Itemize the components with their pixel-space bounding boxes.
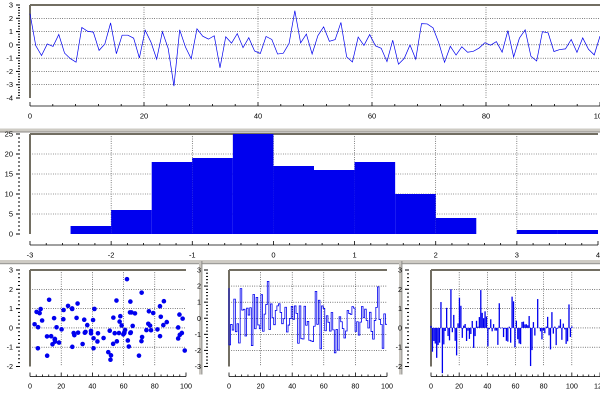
svg-text:0: 0 <box>9 230 13 239</box>
svg-text:60: 60 <box>320 382 328 391</box>
svg-text:0: 0 <box>197 314 201 323</box>
svg-text:80: 80 <box>540 382 548 391</box>
svg-text:0: 0 <box>9 323 13 332</box>
svg-text:20: 20 <box>455 382 463 391</box>
svg-text:4: 4 <box>596 251 600 260</box>
svg-text:-2: -2 <box>7 362 13 371</box>
svg-text:3: 3 <box>9 1 13 10</box>
svg-text:80: 80 <box>482 112 490 121</box>
svg-text:3: 3 <box>515 251 519 260</box>
svg-text:0: 0 <box>28 112 32 121</box>
svg-text:-3: -3 <box>27 251 34 260</box>
svg-text:-1: -1 <box>195 330 201 339</box>
svg-text:2: 2 <box>398 285 402 294</box>
svg-text:100: 100 <box>566 382 578 391</box>
svg-text:-1: -1 <box>189 251 196 260</box>
svg-text:20: 20 <box>140 112 148 121</box>
svg-text:2: 2 <box>9 285 13 294</box>
svg-text:60: 60 <box>368 112 376 121</box>
svg-text:0: 0 <box>9 40 13 49</box>
svg-text:-3: -3 <box>195 362 201 371</box>
svg-text:-2: -2 <box>6 67 13 76</box>
svg-text:20: 20 <box>5 150 13 159</box>
svg-text:0: 0 <box>429 382 433 391</box>
svg-text:-1: -1 <box>7 343 13 352</box>
svg-text:-4: -4 <box>6 94 13 103</box>
svg-text:40: 40 <box>88 382 96 391</box>
svg-text:0: 0 <box>398 323 402 332</box>
svg-text:2: 2 <box>197 282 201 291</box>
svg-text:15: 15 <box>5 170 13 179</box>
svg-text:40: 40 <box>483 382 491 391</box>
svg-text:40: 40 <box>254 112 262 121</box>
svg-text:3: 3 <box>197 266 201 275</box>
svg-text:20: 20 <box>257 382 265 391</box>
svg-text:25: 25 <box>5 130 13 139</box>
svg-text:2: 2 <box>434 251 438 260</box>
svg-text:20: 20 <box>57 382 65 391</box>
svg-text:-1: -1 <box>6 54 13 63</box>
svg-text:-2: -2 <box>108 251 115 260</box>
svg-text:-2: -2 <box>195 346 201 355</box>
svg-text:120: 120 <box>594 382 600 391</box>
svg-text:60: 60 <box>120 382 128 391</box>
svg-text:1: 1 <box>398 304 402 313</box>
svg-text:5: 5 <box>9 210 13 219</box>
svg-text:100: 100 <box>180 382 192 391</box>
svg-text:-2: -2 <box>396 362 402 371</box>
svg-text:-3: -3 <box>6 80 13 89</box>
svg-text:60: 60 <box>512 382 520 391</box>
svg-text:0: 0 <box>227 382 231 391</box>
svg-text:2: 2 <box>9 14 13 23</box>
svg-text:1: 1 <box>9 27 13 36</box>
svg-text:-1: -1 <box>396 343 402 352</box>
svg-text:100: 100 <box>594 112 600 121</box>
svg-text:1: 1 <box>352 251 356 260</box>
svg-text:0: 0 <box>271 251 275 260</box>
svg-text:10: 10 <box>5 190 13 199</box>
svg-text:3: 3 <box>398 266 402 275</box>
svg-text:0: 0 <box>28 382 32 391</box>
svg-text:80: 80 <box>351 382 359 391</box>
svg-text:80: 80 <box>151 382 159 391</box>
svg-text:1: 1 <box>197 298 201 307</box>
svg-text:100: 100 <box>381 382 393 391</box>
svg-text:40: 40 <box>288 382 296 391</box>
svg-text:3: 3 <box>9 266 13 275</box>
svg-text:1: 1 <box>9 304 13 313</box>
